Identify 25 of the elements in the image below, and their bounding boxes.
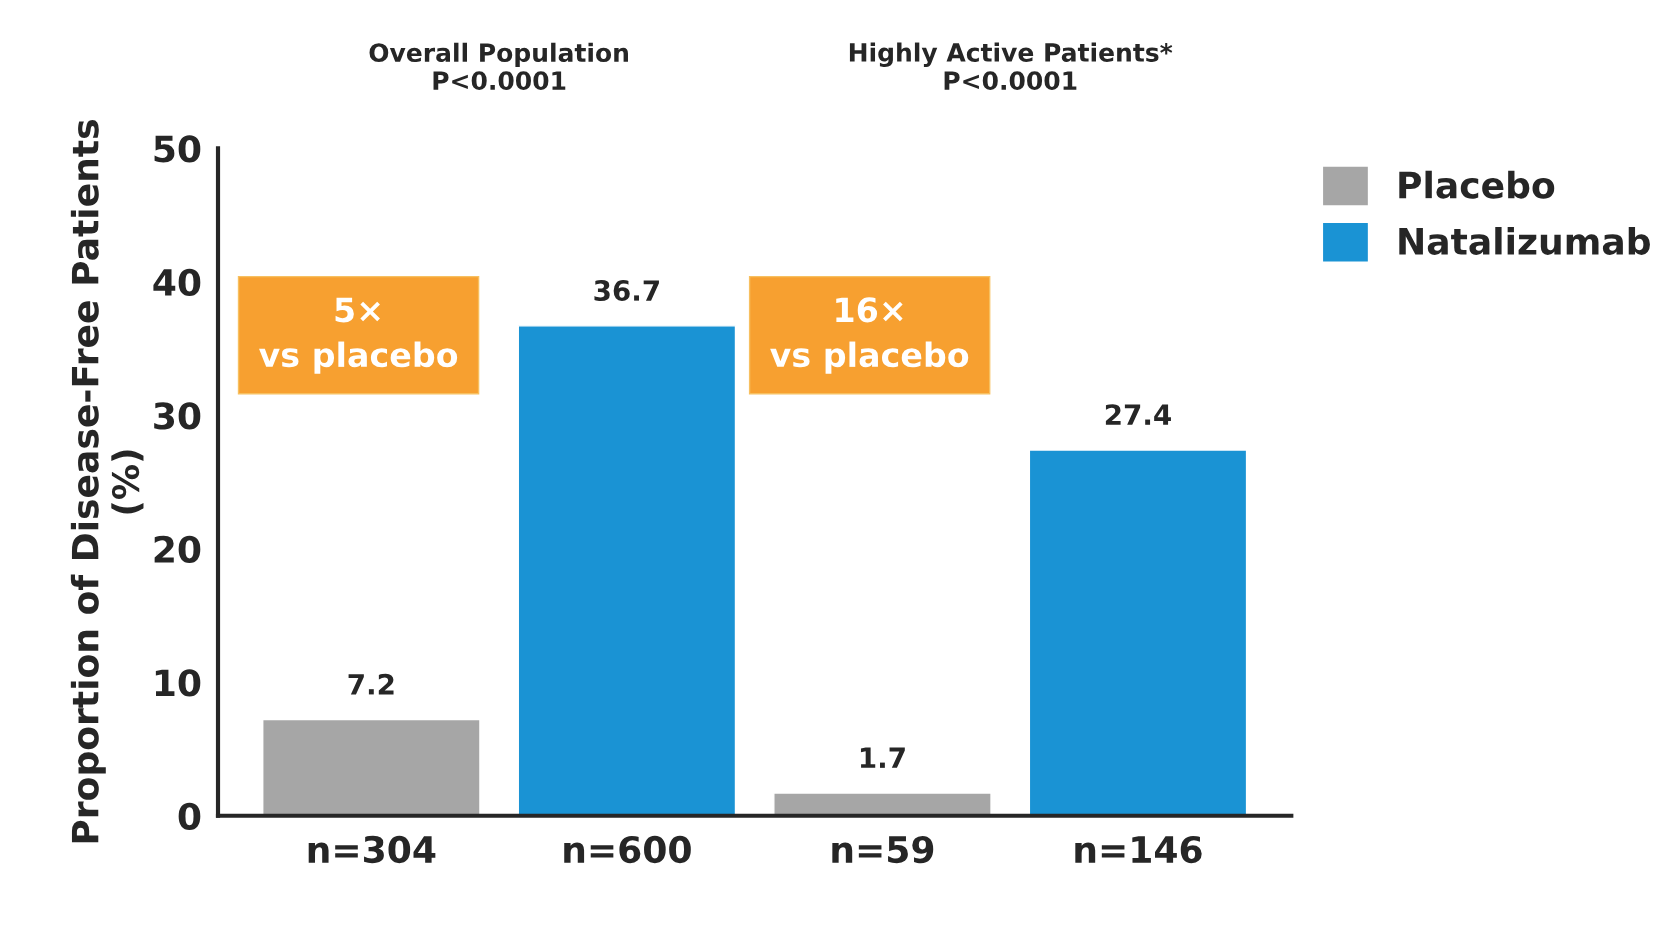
- data-label: 27.4: [1105, 404, 1171, 425]
- bar: [773, 792, 992, 816]
- y-tick-label: 0: [178, 802, 201, 830]
- y-tick-label: 30: [154, 402, 201, 430]
- legend-label: Natalizumab: [1399, 226, 1650, 255]
- x-tick-label: n=59: [832, 835, 934, 864]
- y-tick-label: 10: [155, 669, 201, 697]
- bar: [1028, 449, 1248, 816]
- x-tick-label: n=146: [1075, 835, 1202, 864]
- x-tick-label: n=304: [308, 835, 436, 864]
- y-tick-label: 50: [154, 135, 201, 163]
- data-label: 7.2: [348, 673, 394, 695]
- legend-label: Placebo: [1399, 170, 1555, 199]
- annotation: 16× vs placebo: [770, 297, 969, 374]
- y-tick-label: 40: [153, 268, 201, 297]
- y-tick-label: 20: [154, 535, 201, 564]
- x-tick-label: n=600: [564, 835, 691, 864]
- bar: [517, 325, 737, 816]
- data-label: 1.7: [860, 747, 905, 768]
- annotation: 5× vs placebo: [259, 297, 458, 374]
- bar: [262, 718, 481, 816]
- y-axis-title: Proportion of Disease-Free Patients (%): [70, 120, 144, 843]
- data-label: 36.7: [594, 280, 659, 302]
- text: Overall Population P<0.0001: [369, 42, 628, 91]
- text: Highly Active Patients* P<0.0001: [849, 42, 1173, 91]
